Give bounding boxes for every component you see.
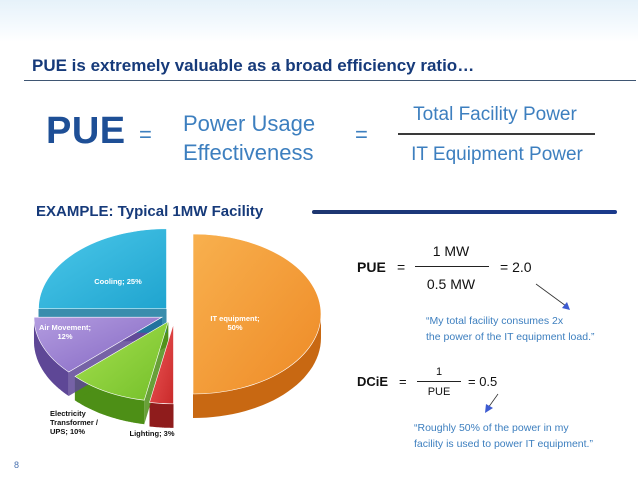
pie-slice-cooling [38,228,167,310]
pue-term: PUE [46,110,126,152]
equals-sign-1: = [139,122,152,147]
heading-divider [24,80,636,81]
pie-side-it-equipment [193,314,321,418]
dcie-quote-line-2: facility is used to power IT equipment.” [414,438,593,450]
equals-sign-2: = [355,122,368,147]
dcie-quote: “Roughly 50% of the power in my facility… [414,420,593,452]
pie-label-cooling: Cooling; 25% [94,277,142,286]
pue-calc-equals: = [397,259,406,275]
header-band [0,0,638,42]
power-breakdown-pie-chart: IT equipment; 50% Lighting; 3% Electricity T… [33,228,322,438]
pie-side-lighting [149,402,174,428]
slide-heading: PUE is extremely valuable as a broad eff… [32,56,475,75]
pie-slice-air-movement [33,316,164,373]
dcie-arrow-icon [485,393,499,413]
dcie-calc-denominator: PUE [427,386,451,398]
dcie-calc-label: DCiE [357,374,389,389]
dcie-calc-fraction-bar [417,381,461,382]
pue-quote-line-1: “My total facility consumes 2x [426,315,564,327]
pie-label-it-equipment: IT equipment; 50% [210,314,259,332]
definition-line-1: Power Usage [183,111,316,136]
dcie-calc-equals: = [399,374,407,389]
pue-calc-fraction-bar [415,266,489,267]
pue-definition: Power Usage Effectiveness [183,109,315,167]
page-number: 8 [14,460,20,470]
formula-fraction-bar [398,133,595,135]
formula-numerator: Total Facility Power [413,104,577,125]
pue-arrow-icon [535,283,570,310]
pie-slice-it-equipment [192,233,322,395]
pie-label-electricity-transformer-ups: Electricity Transformer / UPS; 10% [50,409,99,436]
pue-calc-numerator: 1 MW [432,243,470,259]
pie-side-air-movement [34,317,69,396]
example-title: EXAMPLE: Typical 1MW Facility [36,203,264,220]
dcie-quote-line-1: “Roughly 50% of the power in my [414,422,569,434]
pue-quote-line-2: the power of the IT equipment load.” [426,331,595,343]
example-underline [312,210,617,214]
dcie-calc-result: = 0.5 [468,374,498,389]
formula-denominator: IT Equipment Power [411,144,583,165]
pie-slice-electricity-transformer-ups [74,320,169,401]
dcie-calc-numerator: 1 [435,366,443,378]
pie-label-lighting: Lighting; 3% [130,429,175,438]
pie-labels: IT equipment; 50% Lighting; 3% Electricity T… [39,277,260,438]
pie-tops [33,228,322,405]
pue-calc-result: = 2.0 [500,259,532,275]
definition-line-2: Effectiveness [183,140,314,165]
pie-slice-lighting [149,323,174,405]
pue-calc-label: PUE [357,259,386,275]
pue-quote: “My total facility consumes 2x the power… [426,313,595,345]
pie-label-air-movement: Air Movement; 12% [39,323,91,341]
pue-calc-denominator: 0.5 MW [426,276,476,292]
